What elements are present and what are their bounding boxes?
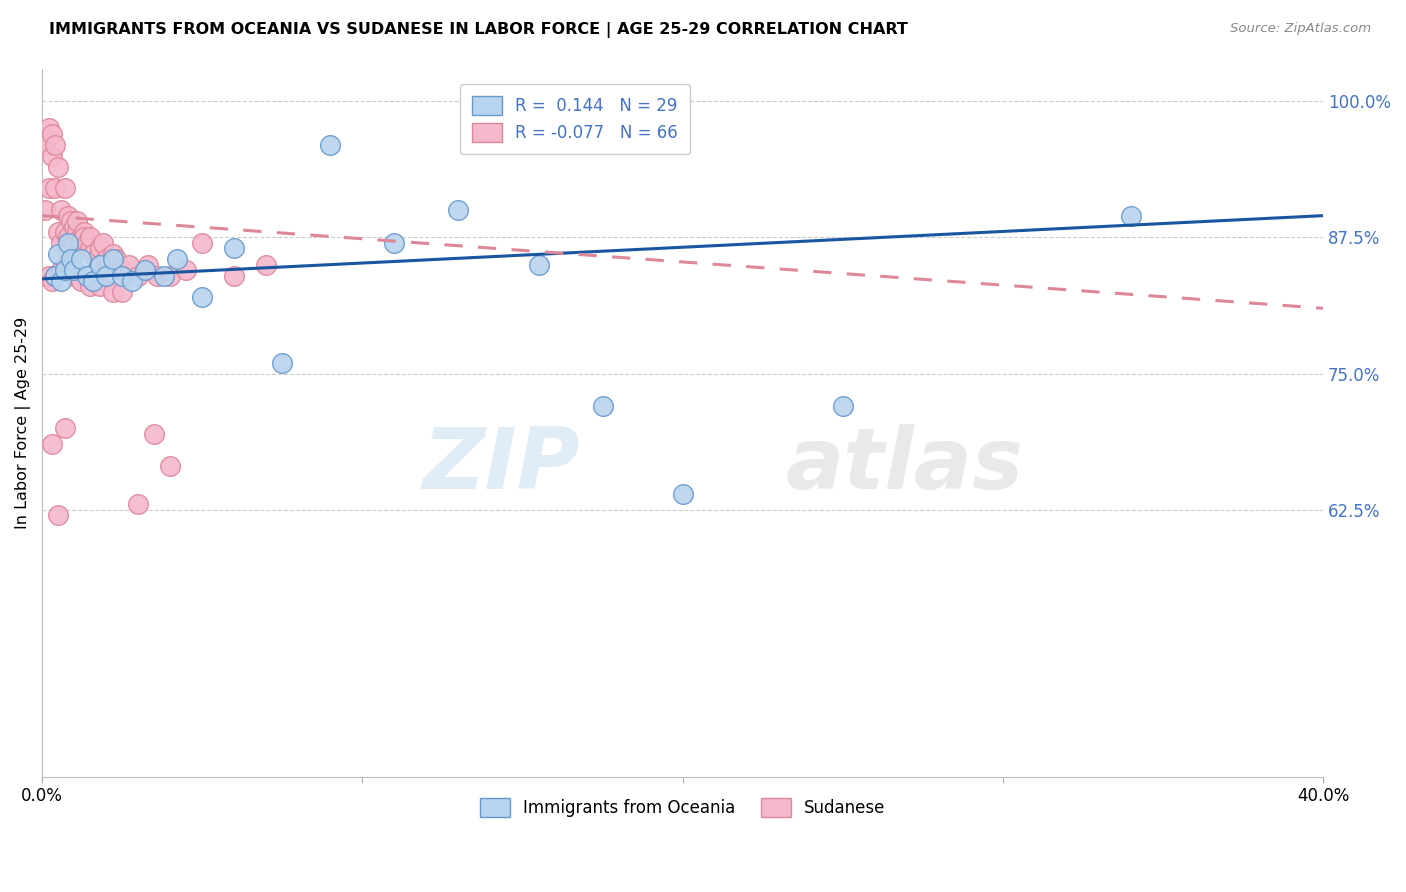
Point bbox=[53, 421, 76, 435]
Point bbox=[41, 149, 63, 163]
Point bbox=[191, 290, 214, 304]
Point bbox=[63, 235, 86, 250]
Point bbox=[73, 230, 96, 244]
Point bbox=[166, 252, 188, 267]
Point bbox=[69, 252, 91, 267]
Point bbox=[101, 252, 124, 267]
Point bbox=[159, 268, 181, 283]
Legend: Immigrants from Oceania, Sudanese: Immigrants from Oceania, Sudanese bbox=[471, 789, 894, 825]
Point bbox=[79, 241, 101, 255]
Point bbox=[136, 258, 159, 272]
Point bbox=[89, 279, 111, 293]
Point bbox=[101, 247, 124, 261]
Point bbox=[89, 241, 111, 255]
Point bbox=[53, 181, 76, 195]
Point bbox=[153, 268, 176, 283]
Point bbox=[63, 268, 86, 283]
Point bbox=[41, 127, 63, 141]
Point bbox=[51, 263, 73, 277]
Point bbox=[111, 263, 134, 277]
Point bbox=[271, 356, 294, 370]
Point bbox=[56, 230, 79, 244]
Point bbox=[79, 230, 101, 244]
Point bbox=[44, 181, 66, 195]
Y-axis label: In Labor Force | Age 25-29: In Labor Force | Age 25-29 bbox=[15, 317, 31, 529]
Point bbox=[117, 258, 139, 272]
Point bbox=[53, 263, 76, 277]
Point bbox=[82, 274, 104, 288]
Point bbox=[46, 508, 69, 523]
Point bbox=[46, 225, 69, 239]
Point bbox=[38, 121, 60, 136]
Point bbox=[76, 235, 98, 250]
Point bbox=[121, 274, 143, 288]
Point bbox=[66, 214, 89, 228]
Point bbox=[672, 486, 695, 500]
Point bbox=[46, 247, 69, 261]
Point bbox=[44, 268, 66, 283]
Point bbox=[101, 285, 124, 299]
Point bbox=[134, 263, 156, 277]
Point bbox=[34, 203, 56, 218]
Point bbox=[51, 235, 73, 250]
Point bbox=[831, 400, 853, 414]
Point bbox=[69, 235, 91, 250]
Point bbox=[104, 252, 127, 267]
Point bbox=[41, 274, 63, 288]
Point bbox=[146, 268, 169, 283]
Point bbox=[46, 160, 69, 174]
Point bbox=[447, 203, 470, 218]
Point bbox=[111, 285, 134, 299]
Point bbox=[384, 235, 406, 250]
Text: ZIP: ZIP bbox=[423, 424, 581, 507]
Point bbox=[73, 225, 96, 239]
Point bbox=[191, 235, 214, 250]
Text: IMMIGRANTS FROM OCEANIA VS SUDANESE IN LABOR FORCE | AGE 25-29 CORRELATION CHART: IMMIGRANTS FROM OCEANIA VS SUDANESE IN L… bbox=[49, 22, 908, 38]
Point bbox=[56, 252, 79, 267]
Point bbox=[111, 268, 134, 283]
Point bbox=[56, 235, 79, 250]
Point bbox=[82, 247, 104, 261]
Point bbox=[127, 497, 149, 511]
Point bbox=[44, 137, 66, 152]
Point bbox=[143, 426, 166, 441]
Point bbox=[224, 268, 246, 283]
Point bbox=[56, 209, 79, 223]
Point bbox=[254, 258, 277, 272]
Point bbox=[1119, 209, 1142, 223]
Point bbox=[63, 219, 86, 234]
Text: atlas: atlas bbox=[785, 424, 1024, 507]
Point bbox=[98, 258, 121, 272]
Point bbox=[38, 268, 60, 283]
Point bbox=[66, 225, 89, 239]
Point bbox=[63, 263, 86, 277]
Point bbox=[51, 203, 73, 218]
Point bbox=[592, 400, 614, 414]
Point bbox=[59, 214, 82, 228]
Point bbox=[38, 181, 60, 195]
Point bbox=[527, 258, 550, 272]
Point bbox=[59, 235, 82, 250]
Point bbox=[69, 274, 91, 288]
Point bbox=[34, 137, 56, 152]
Point bbox=[89, 258, 111, 272]
Point bbox=[59, 252, 82, 267]
Point bbox=[44, 268, 66, 283]
Point bbox=[159, 459, 181, 474]
Point bbox=[174, 263, 197, 277]
Point bbox=[69, 230, 91, 244]
Point bbox=[79, 279, 101, 293]
Point bbox=[41, 437, 63, 451]
Point bbox=[224, 241, 246, 255]
Point bbox=[53, 225, 76, 239]
Point bbox=[86, 252, 108, 267]
Point bbox=[96, 252, 118, 267]
Point bbox=[96, 268, 118, 283]
Point bbox=[319, 137, 342, 152]
Text: Source: ZipAtlas.com: Source: ZipAtlas.com bbox=[1230, 22, 1371, 36]
Point bbox=[76, 268, 98, 283]
Point bbox=[51, 274, 73, 288]
Point bbox=[127, 268, 149, 283]
Point bbox=[91, 235, 114, 250]
